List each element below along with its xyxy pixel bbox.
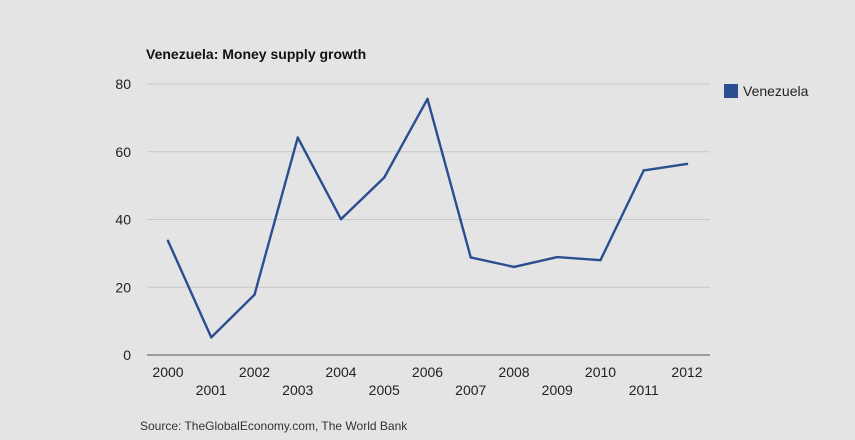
data-point xyxy=(253,293,256,296)
series-layer xyxy=(166,97,689,339)
data-point xyxy=(296,136,299,139)
x-tick-label: 2001 xyxy=(196,382,227,398)
x-tick-label: 2009 xyxy=(542,382,573,398)
data-point xyxy=(383,176,386,179)
x-tick-label: 2011 xyxy=(629,382,659,398)
x-tick-label: 2000 xyxy=(152,364,183,380)
y-tick-label: 20 xyxy=(115,279,131,295)
x-tick-label: 2007 xyxy=(455,382,486,398)
data-point xyxy=(426,97,429,101)
y-tick-label: 0 xyxy=(123,347,131,363)
grid xyxy=(147,83,710,356)
legend-label: Venezuela xyxy=(743,83,809,99)
x-tick-label: 2010 xyxy=(585,364,616,380)
data-point xyxy=(685,162,689,166)
y-axis-ticks: 0 20 40 60 80 xyxy=(115,76,131,363)
x-tick-label: 2002 xyxy=(239,364,270,380)
chart-title: Venezuela: Money supply growth xyxy=(146,46,366,62)
y-tick-label: 80 xyxy=(115,76,131,92)
legend: Venezuela xyxy=(724,83,809,99)
data-point xyxy=(469,256,472,259)
data-point xyxy=(210,336,213,339)
y-tick-label: 40 xyxy=(115,212,131,228)
data-point xyxy=(599,258,602,262)
x-tick-label: 2012 xyxy=(671,364,702,380)
data-point xyxy=(556,255,559,259)
data-point xyxy=(166,239,170,243)
source-note: Source: TheGlobalEconomy.com, The World … xyxy=(140,419,408,433)
x-tick-label: 2005 xyxy=(369,382,400,398)
legend-swatch xyxy=(724,84,738,98)
x-axis-ticks: 2000 2001 2002 2003 2004 2005 2006 2007 2008 2009… xyxy=(152,364,702,398)
x-tick-label: 2003 xyxy=(282,382,313,398)
series-line xyxy=(166,97,689,339)
data-point xyxy=(339,217,343,221)
y-tick-label: 60 xyxy=(115,144,131,160)
x-tick-label: 2008 xyxy=(498,364,529,380)
data-point xyxy=(512,265,516,269)
x-tick-label: 2006 xyxy=(412,364,443,380)
x-tick-label: 2004 xyxy=(325,364,356,380)
data-point xyxy=(642,169,645,172)
